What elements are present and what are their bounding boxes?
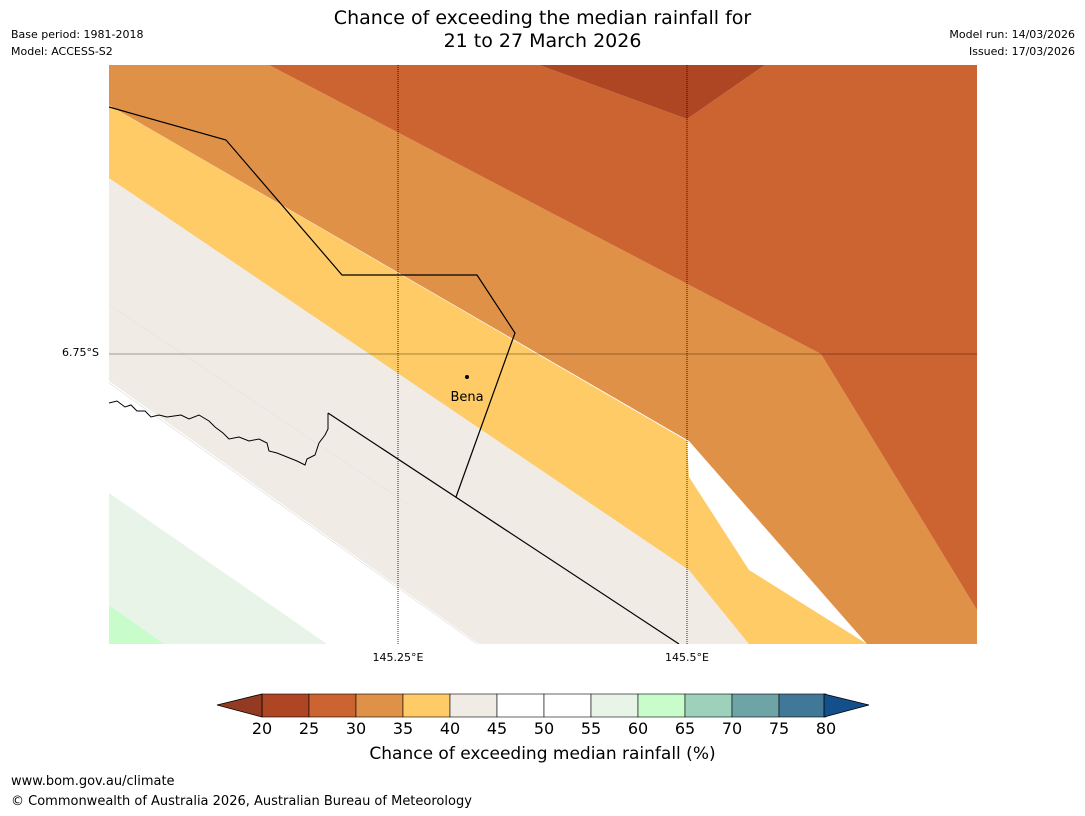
model-text: Model: ACCESS-S2 [11, 45, 113, 58]
colorbar-cell [496, 693, 545, 718]
province-boundary [109, 106, 516, 498]
colorbar-cell [449, 693, 498, 718]
colorbar-tick-label: 45 [486, 719, 508, 738]
border-line [327, 412, 680, 644]
base-period-text: Base period: 1981-2018 [11, 28, 144, 41]
colorbar-cell [261, 693, 310, 718]
colorbar-cell [684, 693, 733, 718]
chart-title: Chance of exceeding the median rainfall … [0, 7, 1085, 53]
colorbar-label: Chance of exceeding median rainfall (%) [369, 744, 716, 764]
place-marker-dot [465, 375, 469, 379]
colorbar-tick-label: 55 [580, 719, 602, 738]
title-line-2: 21 to 27 March 2026 [443, 30, 642, 52]
colorbar-under-arrow [216, 693, 263, 718]
lon-label-145-25: 145.25°E [372, 651, 424, 664]
place-label: Bena [450, 390, 483, 405]
colorbar-tick-label: 20 [251, 719, 273, 738]
colorbar-tick-label: 60 [627, 719, 649, 738]
zone-35-band [109, 105, 867, 644]
lon-label-145-5: 145.5°E [665, 651, 709, 664]
zone-25-band [269, 65, 977, 610]
colorbar-cell [355, 693, 404, 718]
colorbar-tick-label: 65 [674, 719, 696, 738]
colorbar-tick-label: 50 [533, 719, 555, 738]
colorbar-tick-label: 35 [392, 719, 414, 738]
zone-55-band [109, 493, 327, 644]
forecast-map: Bena [109, 65, 977, 644]
colorbar-over-arrow [823, 693, 870, 718]
issued-text: Issued: 17/03/2026 [968, 45, 1075, 58]
colorbar-cell [731, 693, 780, 718]
colorbar-cell [590, 693, 639, 718]
colorbar-tick-label: 25 [298, 719, 320, 738]
minor-contour-1 [109, 382, 478, 644]
colorbar-tick-label: 40 [439, 719, 461, 738]
coastline [109, 400, 329, 466]
colorbar-cell [543, 693, 592, 718]
model-run-text: Model run: 14/03/2026 [949, 28, 1075, 41]
colorbar-cell [308, 693, 357, 718]
zone-20-band [539, 65, 765, 119]
colorbar-tick-label: 75 [768, 719, 790, 738]
colorbar-cell [402, 693, 451, 718]
colorbar-tick-label: 80 [815, 719, 837, 738]
minor-contour-2 [109, 304, 410, 506]
footer-url[interactable]: www.bom.gov.au/climate [11, 774, 175, 789]
zone-40-band [109, 178, 749, 644]
title-line-1: Chance of exceeding the median rainfall … [333, 7, 752, 29]
meta-right: Model run: 14/03/2026 Issued: 17/03/2026 [949, 26, 1075, 60]
lat-label-6-75: 6.75°S [62, 346, 99, 359]
colorbar-cell [637, 693, 686, 718]
colorbar-tick-label: 70 [721, 719, 743, 738]
colorbar-cell [778, 693, 827, 718]
footer-copyright: © Commonwealth of Australia 2026, Austra… [11, 794, 472, 809]
colorbar-tick-label: 30 [345, 719, 367, 738]
zone-30-band [109, 65, 977, 644]
colorbar-cells [261, 693, 827, 718]
meta-left: Base period: 1981-2018 Model: ACCESS-S2 [11, 26, 143, 60]
colorbar [216, 693, 870, 718]
